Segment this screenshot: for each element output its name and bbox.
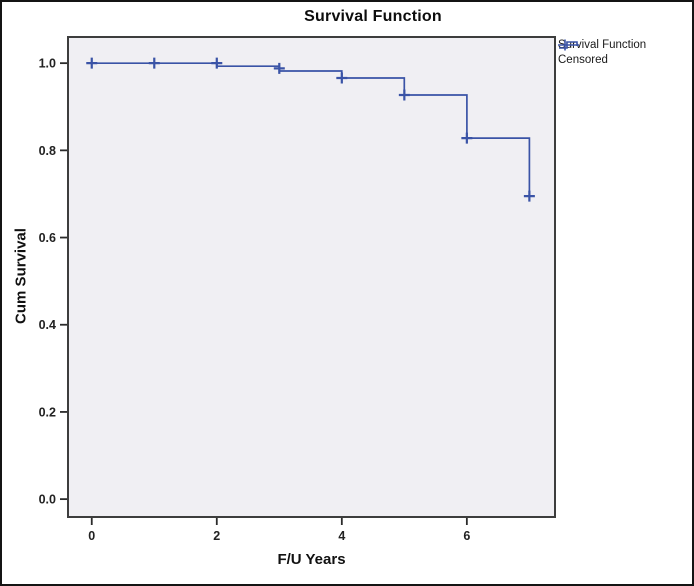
plus-marker-icon: [558, 39, 579, 51]
chart-title: Survival Function: [304, 8, 442, 25]
censored-marker: [398, 89, 410, 101]
y-tick-label: 0.2: [39, 405, 56, 419]
x-tick-label: 6: [463, 529, 470, 543]
legend-label: Survival Function: [558, 39, 647, 51]
y-tick-label: 1.0: [39, 57, 56, 71]
legend-label: Censored: [558, 54, 608, 66]
censored-marker: [336, 72, 348, 84]
censored-marker: [523, 190, 535, 202]
legend-item-censored: Censored: [558, 39, 646, 67]
censored-marker: [148, 57, 160, 69]
censored-marker: [211, 57, 223, 69]
x-tick-label: 4: [338, 529, 345, 543]
censored-marker: [461, 132, 473, 144]
x-tick-label: 0: [88, 529, 95, 543]
y-tick-label: 0.6: [39, 231, 56, 245]
y-tick-label: 0.4: [39, 318, 56, 332]
legend: Survival Function Censored: [558, 38, 646, 67]
y-tick-label: 0.8: [39, 144, 56, 158]
plot-area: [67, 36, 556, 518]
x-tick-label: 2: [213, 529, 220, 543]
censored-marker: [86, 57, 98, 69]
x-axis-title: F/U Years: [277, 551, 346, 568]
censored-marker: [273, 62, 285, 74]
y-tick-label: 0.0: [39, 493, 56, 507]
